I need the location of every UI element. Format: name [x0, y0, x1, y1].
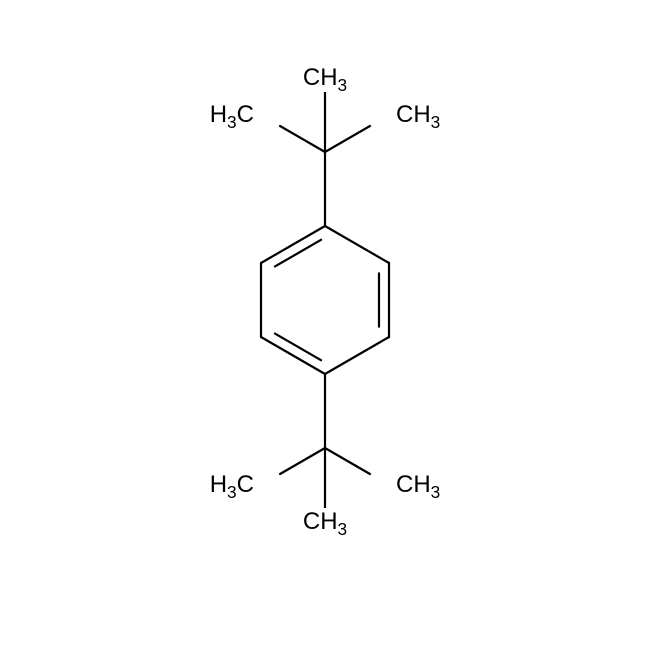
bond [325, 337, 389, 374]
bond [280, 448, 325, 474]
bond [275, 240, 321, 267]
atom-label: CH3 [302, 508, 348, 536]
bond [325, 226, 389, 263]
chemical-structure-diagram: { "diagram": { "type": "chemical-structu… [0, 0, 650, 650]
bond [325, 126, 370, 152]
bond [325, 448, 370, 474]
atom-label: CH3 [395, 101, 441, 129]
bond [261, 337, 325, 374]
bond [275, 334, 321, 361]
atom-label: H3C [209, 101, 255, 129]
atom-label: CH3 [395, 471, 441, 499]
bond-layer [0, 0, 650, 650]
bond [280, 126, 325, 152]
atom-label: H3C [209, 471, 255, 499]
atom-label: CH3 [302, 64, 348, 92]
bond [261, 226, 325, 263]
